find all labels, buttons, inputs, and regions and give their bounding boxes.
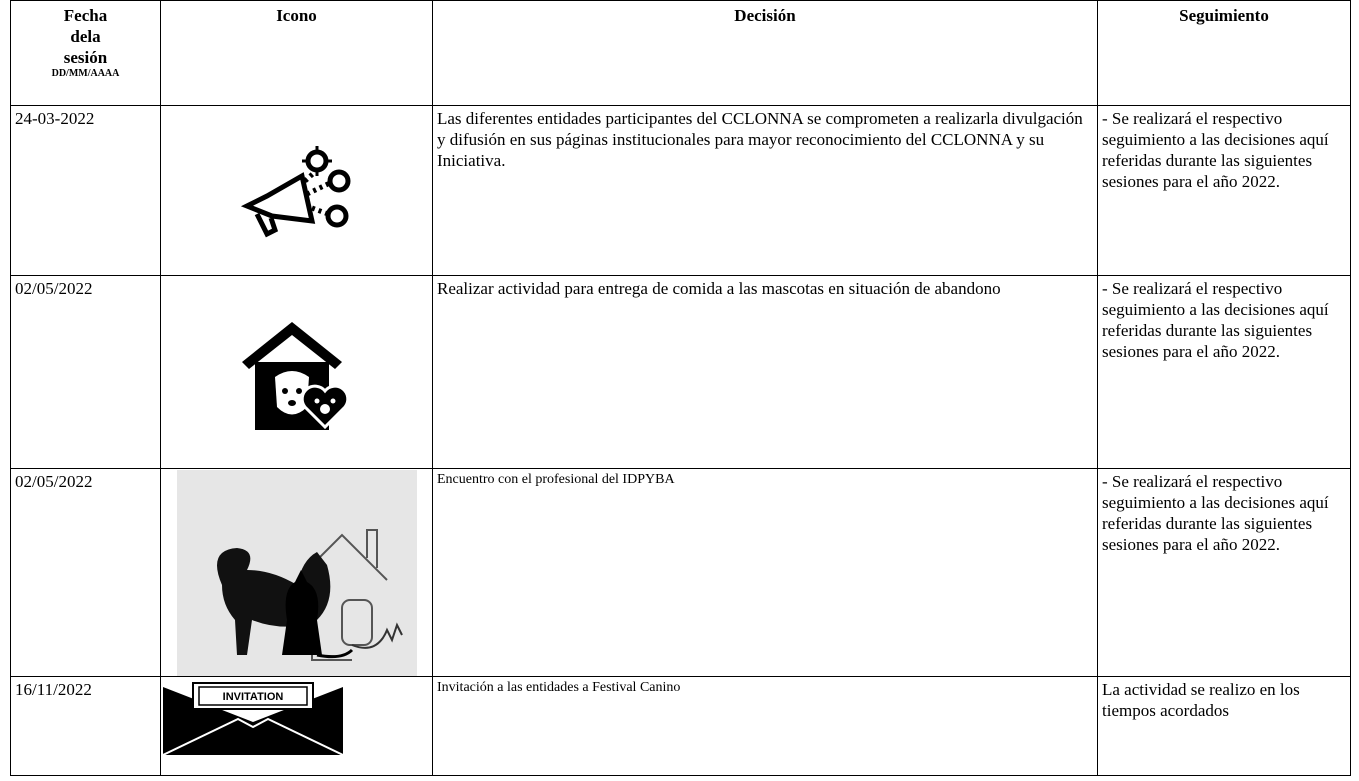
followup: - Se realizará el respectivo seguimiento… (1097, 468, 1351, 677)
header-row: Fecha dela sesión DD/MM/AAAA Icono Decis… (10, 0, 1351, 106)
dog-house-icon (241, 322, 349, 430)
date: 02/05/2022 (10, 468, 161, 677)
invitation-text: INVITATION (223, 691, 284, 703)
followup: La actividad se realizo en los tiempos a… (1097, 676, 1351, 776)
icon-cell: INVITATION (160, 676, 433, 776)
icon-cell (160, 468, 433, 677)
header-date-line: sesión (63, 48, 108, 67)
date: 16/11/2022 (10, 676, 161, 776)
icon-cell (160, 105, 433, 276)
header-date-format: DD/MM/AAAA (51, 68, 120, 79)
row: 02/05/2022 Realizar actividad para entre… (10, 275, 1351, 469)
icon-cell (160, 275, 433, 469)
row: 16/11/2022 INVITATION Invitación a las e… (10, 676, 1351, 776)
header-followup: Seguimiento (1097, 0, 1351, 106)
header-icon: Icono (160, 0, 433, 106)
date: 24-03-2022 (10, 105, 161, 276)
decision: Realizar actividad para entrega de comid… (432, 275, 1098, 469)
row: 24-03-2022 Las diferentes entidades part… (10, 105, 1351, 276)
decision: Encuentro con el profesional del IDPYBA (432, 468, 1098, 677)
header-date-line: dela (70, 27, 101, 46)
decision-table: Fecha dela sesión DD/MM/AAAA Icono Decis… (10, 0, 1351, 776)
followup: - Se realizará el respectivo seguimiento… (1097, 105, 1351, 276)
header-date-line: Fecha (63, 6, 108, 25)
header-decision: Decisión (432, 0, 1098, 106)
row: 02/05/2022 Encuentro con el profesional … (10, 468, 1351, 677)
header-date: Fecha dela sesión DD/MM/AAAA (10, 0, 161, 106)
decision: Las diferentes entidades participantes d… (432, 105, 1098, 276)
pets-image (176, 469, 417, 676)
decision: Invitación a las entidades a Festival Ca… (432, 676, 1098, 776)
megaphone-icon (240, 145, 350, 237)
followup: - Se realizará el respectivo seguimiento… (1097, 275, 1351, 469)
invitation-icon: INVITATION (163, 682, 343, 756)
date: 02/05/2022 (10, 275, 161, 469)
